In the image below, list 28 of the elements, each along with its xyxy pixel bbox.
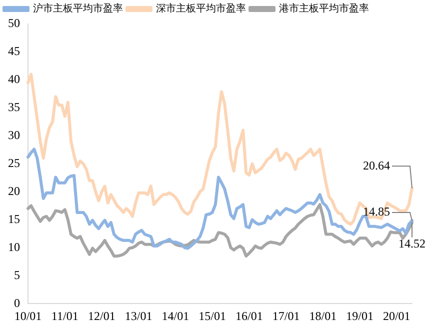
y-tick-label: 25 <box>8 156 20 170</box>
y-tick-label: 45 <box>8 44 20 58</box>
x-tick-label: 15/01 <box>198 308 226 323</box>
x-tick-label: 12/01 <box>88 308 116 323</box>
x-tick-label: 19/01 <box>346 308 374 323</box>
legend-label: 沪市主板平均市盈率 <box>33 2 123 15</box>
legend-label: 深市主板平均市盈率 <box>156 2 246 15</box>
y-tick-label: 10 <box>8 240 20 254</box>
y-tick-label: 0 <box>14 296 20 310</box>
x-tick-label: 10/01 <box>14 308 42 323</box>
y-tick-label: 15 <box>8 212 20 226</box>
y-tick-label: 5 <box>14 268 20 282</box>
y-tick-label: 40 <box>8 72 20 86</box>
y-tick-label: 50 <box>8 16 20 30</box>
data-label: 14.85 <box>363 204 390 219</box>
x-tick-label: 14/01 <box>162 308 190 323</box>
x-tick-label: 20/01 <box>382 308 410 323</box>
data-label: 14.52 <box>398 236 426 251</box>
x-tick-label: 18/01 <box>309 308 337 323</box>
x-tick-label: 17/01 <box>272 308 300 323</box>
data-label: 20.64 <box>363 158 390 172</box>
legend-label: 港市主板平均市盈率 <box>279 2 369 15</box>
x-tick-label: 13/01 <box>124 308 152 323</box>
y-tick-label: 35 <box>8 100 20 114</box>
x-tick-label: 16/01 <box>236 308 263 323</box>
y-tick-label: 20 <box>8 184 20 198</box>
y-tick-label: 30 <box>8 128 20 142</box>
x-tick-label: 11/01 <box>51 308 78 323</box>
